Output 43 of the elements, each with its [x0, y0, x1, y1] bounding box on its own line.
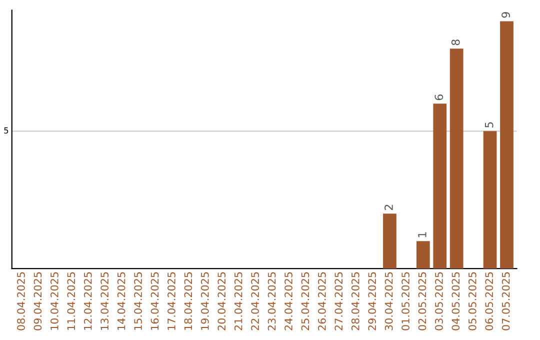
x-tick-label: 06.05.2025: [485, 272, 494, 330]
bar: [483, 131, 497, 269]
bar: [433, 104, 447, 269]
x-tick-label: 13.04.2025: [100, 272, 109, 330]
x-tick-label: 16.04.2025: [150, 272, 159, 330]
x-tick-label: 29.04.2025: [368, 272, 376, 330]
x-tick-label: 20.04.2025: [218, 272, 226, 330]
x-tick-label: 25.04.2025: [301, 272, 310, 330]
x-tick-label: 01.05.2025: [402, 272, 410, 330]
x-tick-label: 23.04.2025: [268, 272, 276, 330]
x-tick-label: 12.04.2025: [84, 272, 92, 330]
x-tick-label: 09.04.2025: [34, 272, 42, 330]
x-tick-label: 19.04.2025: [200, 272, 209, 330]
data-label: 1: [418, 232, 426, 238]
x-tick-label: 30.04.2025: [384, 272, 393, 330]
x-tick-label: 04.05.2025: [452, 272, 460, 330]
x-tick-label: 07.05.2025: [502, 272, 510, 330]
data-label: 5: [484, 122, 494, 128]
x-tick-label: 22.04.2025: [251, 272, 259, 330]
x-tick-label: 14.04.2025: [117, 272, 126, 330]
x-tick-label: 03.05.2025: [435, 272, 443, 330]
bar: [416, 241, 430, 269]
x-tick-label: 17.04.2025: [168, 272, 176, 330]
data-label: 6: [434, 94, 444, 100]
x-tick-label: 08.04.2025: [17, 272, 25, 330]
x-tick-label: 15.04.2025: [134, 272, 142, 330]
x-tick-label: 26.04.2025: [318, 272, 326, 330]
x-tick-label: 21.04.2025: [234, 272, 242, 330]
data-label: 2: [384, 204, 393, 210]
x-tick-label: 18.04.2025: [184, 272, 192, 330]
bar: [450, 48, 464, 269]
x-tick-label: 10.04.2025: [50, 272, 58, 330]
bar: [383, 214, 396, 269]
x-tick-label: 05.05.2025: [468, 272, 476, 330]
x-tick-label: 02.05.2025: [418, 272, 426, 330]
bar: [500, 21, 514, 269]
x-tick-label: 27.04.2025: [334, 272, 343, 330]
x-tick-label: 11.04.2025: [67, 272, 76, 330]
data-label: 8: [451, 40, 460, 46]
ref-line-label: 5: [4, 127, 8, 134]
x-tick-label: 28.04.2025: [351, 272, 360, 330]
data-label: 9: [502, 12, 510, 18]
x-tick-label: 24.04.2025: [284, 272, 292, 330]
